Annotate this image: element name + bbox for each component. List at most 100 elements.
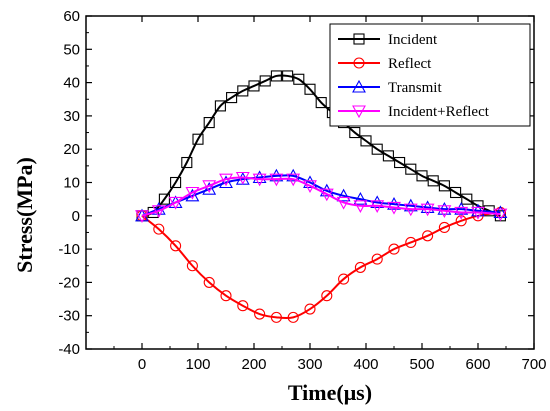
y-tick-label: 40 xyxy=(63,75,80,92)
data-point-reflect xyxy=(371,253,383,265)
data-point-reflect xyxy=(220,290,232,302)
data-point-incident xyxy=(293,73,305,85)
data-point-incident-reflect xyxy=(286,173,301,187)
data-point-transmit xyxy=(252,170,267,184)
data-point-incident-reflect xyxy=(219,173,233,187)
series-line-transmit xyxy=(141,174,501,217)
data-point-transmit xyxy=(219,175,233,189)
legend-label-transmit: Transmit xyxy=(388,80,442,96)
data-point-incident xyxy=(394,156,406,169)
data-point-incident-reflect xyxy=(151,205,166,218)
y-axis-title: Stress(MPa) xyxy=(12,157,37,273)
data-point-incident-reflect xyxy=(303,180,317,193)
data-point-incident xyxy=(416,170,428,182)
data-point-incident xyxy=(427,175,439,187)
legend-label-incident-reflect: Incident+Reflect xyxy=(388,104,490,120)
legend-marker-incident xyxy=(353,33,365,45)
data-point-incident-reflect xyxy=(471,206,485,220)
data-point-incident xyxy=(226,92,238,104)
data-point-incident xyxy=(371,143,383,155)
x-tick-label: 600 xyxy=(465,356,490,373)
data-point-transmit xyxy=(185,188,200,202)
y-tick-label: 50 xyxy=(63,41,80,58)
data-point-incident xyxy=(192,133,204,145)
data-point-incident-reflect xyxy=(387,201,401,215)
data-point-incident xyxy=(158,193,170,205)
data-point-reflect xyxy=(237,300,249,312)
data-point-transmit xyxy=(353,192,368,205)
data-point-incident-reflect xyxy=(135,210,149,223)
data-point-reflect xyxy=(304,303,316,315)
y-tick-label: -30 xyxy=(58,308,80,325)
y-tick-label: -10 xyxy=(58,241,80,258)
data-point-transmit xyxy=(269,168,284,182)
data-point-incident-reflect xyxy=(185,186,200,200)
data-point-transmit xyxy=(403,198,418,212)
data-point-incident-reflect xyxy=(269,173,284,187)
data-point-incident xyxy=(170,176,182,189)
data-point-transmit xyxy=(303,175,317,189)
data-point-reflect xyxy=(186,260,198,272)
series-line-incident-reflect xyxy=(141,176,501,217)
data-point-incident-reflect xyxy=(403,203,418,217)
data-point-reflect xyxy=(455,215,467,227)
y-tick-label: 10 xyxy=(63,175,80,192)
data-point-reflect xyxy=(254,308,266,320)
legend-label-reflect: Reflect xyxy=(388,56,432,72)
series-reflect xyxy=(136,206,506,323)
data-point-reflect xyxy=(422,230,434,242)
data-point-incident-reflect xyxy=(319,188,334,202)
data-point-incident xyxy=(282,70,294,82)
y-tick-label: 20 xyxy=(63,141,80,158)
data-point-incident-reflect xyxy=(235,171,250,185)
data-point-incident xyxy=(382,150,394,162)
data-point-reflect xyxy=(203,276,215,288)
x-axis-title: Time(μs) xyxy=(288,380,372,405)
data-point-incident xyxy=(461,193,473,205)
data-point-incident-reflect xyxy=(437,205,452,218)
x-tick-label: 300 xyxy=(297,356,322,373)
data-point-transmit xyxy=(437,201,452,215)
data-point-incident-reflect xyxy=(454,206,469,220)
data-point-transmit xyxy=(420,200,435,214)
data-point-incident xyxy=(259,75,271,87)
y-tick-label: 30 xyxy=(63,108,80,125)
data-point-transmit xyxy=(286,168,301,182)
data-point-transmit xyxy=(471,203,485,217)
data-point-transmit xyxy=(202,182,217,195)
data-point-transmit xyxy=(493,205,508,219)
data-point-reflect xyxy=(270,311,282,323)
data-point-incident-reflect xyxy=(370,200,385,213)
data-point-incident-reflect xyxy=(493,208,508,222)
data-point-incident xyxy=(270,70,282,82)
data-point-incident xyxy=(315,97,327,109)
data-point-incident-reflect xyxy=(336,196,351,210)
data-point-reflect xyxy=(438,221,450,234)
data-point-reflect xyxy=(354,261,366,273)
data-point-reflect xyxy=(321,290,333,302)
y-tick-label: -40 xyxy=(58,341,80,358)
x-tick-label: 400 xyxy=(353,356,378,373)
data-point-transmit xyxy=(454,201,469,215)
data-point-transmit xyxy=(387,196,401,210)
data-point-incident xyxy=(450,186,462,199)
y-tick-label: 0 xyxy=(72,208,80,225)
x-tick-label: 100 xyxy=(185,356,210,373)
legend-marker-incident-reflect xyxy=(352,105,366,119)
data-point-reflect xyxy=(153,223,165,235)
data-point-incident-reflect xyxy=(202,180,217,193)
series-incident-reflect xyxy=(135,171,508,223)
legend-marker-reflect xyxy=(353,57,365,69)
legend-marker-transmit xyxy=(352,79,366,93)
x-tick-label: 0 xyxy=(138,356,146,373)
data-point-incident xyxy=(237,85,249,97)
data-point-incident xyxy=(438,180,450,192)
x-tick-label: 200 xyxy=(241,356,266,373)
data-point-incident xyxy=(349,127,361,139)
data-point-transmit xyxy=(336,188,351,202)
data-point-reflect xyxy=(388,243,400,255)
x-tick-label: 500 xyxy=(409,356,434,373)
data-point-incident-reflect xyxy=(420,203,435,217)
